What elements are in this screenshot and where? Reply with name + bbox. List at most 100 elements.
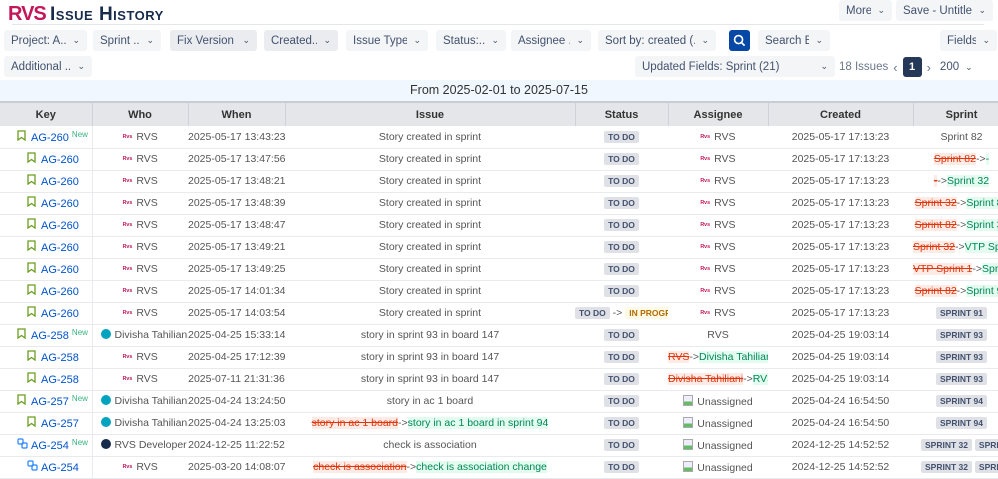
issue-key-link[interactable]: AG-260: [41, 308, 79, 320]
issue-key-link[interactable]: AG-260: [31, 131, 69, 144]
created: 2025-04-25 19:03:14: [768, 368, 913, 391]
more-button[interactable]: More ⌄: [839, 0, 892, 21]
filter-5-dropdown[interactable]: Status:... ⌄: [436, 30, 506, 51]
table-row: AG-260 ᴿᵛˢ RVS 2025-05-17 13:48:39 Story …: [0, 192, 998, 215]
value: RVS: [714, 307, 736, 319]
issue-key-link[interactable]: AG-257: [41, 418, 79, 430]
column-header[interactable]: When: [188, 101, 286, 126]
rvs-avatar-icon: ᴿᵛˢ: [122, 287, 133, 296]
value: Unassigned: [697, 461, 753, 474]
filter-0-dropdown[interactable]: Project: A... ⌄: [4, 30, 87, 51]
bookmark-icon: [27, 152, 36, 164]
old-value: Divisha Tahiliani: [668, 373, 744, 385]
rvs-avatar-icon: ᴿᵛˢ: [122, 199, 133, 208]
value: Sprint 82: [940, 130, 983, 143]
bookmark-icon: [27, 350, 36, 362]
issue-key-link[interactable]: AG-260: [41, 286, 79, 298]
when: 2025-07-11 21:31:36: [188, 368, 285, 391]
filter-7-dropdown[interactable]: Sort by: created (... ⌄: [598, 30, 716, 51]
sprint-badge: SPRINT 32: [921, 461, 972, 473]
new-label: New: [71, 438, 88, 447]
issue-key-link[interactable]: AG-260: [41, 220, 79, 232]
bookmark-icon: [27, 196, 36, 208]
created: 2025-05-17 17:13:23: [768, 170, 913, 193]
column-header[interactable]: Status: [575, 101, 669, 126]
status-badge: TO DO: [604, 417, 639, 429]
issue-key-link[interactable]: AG-260: [41, 154, 79, 166]
column-header[interactable]: Key: [0, 101, 93, 126]
issue-key-link[interactable]: AG-254: [31, 440, 69, 452]
prev-page-icon[interactable]: ‹: [893, 59, 898, 75]
value: RVS: [714, 263, 736, 275]
bookmark-icon: [27, 240, 36, 252]
rvs-avatar-icon: ᴿᵛˢ: [122, 265, 133, 274]
issue-key-link[interactable]: AG-260: [41, 198, 79, 210]
page-size-value: 200: [939, 61, 960, 73]
who: RVS: [136, 307, 158, 319]
sprint-badge: SPRINT 93: [936, 351, 987, 363]
issue-key-link[interactable]: AG-257: [31, 396, 69, 408]
created: 2024-12-25 14:52:52: [768, 456, 913, 479]
who: RVS: [136, 285, 158, 297]
when: 2025-05-17 13:48:47: [188, 214, 285, 237]
issue-key-link[interactable]: AG-254: [41, 462, 79, 474]
new-value: story in ac 1 board in sprint 94: [407, 417, 549, 429]
value: Unassigned: [697, 417, 753, 430]
filter-11-dropdown[interactable]: Updated Fields: Sprint (21) ⌄: [635, 56, 835, 77]
page-size-select[interactable]: 200 ⌄: [936, 61, 977, 73]
status-badge: TO DO: [604, 197, 639, 209]
page-1-button[interactable]: 1: [902, 57, 922, 77]
filter-8-dropdown[interactable]: Search By ⌄: [758, 30, 830, 51]
sprint-badge: SPRINT 91: [936, 307, 987, 319]
issue-key-link[interactable]: AG-260: [41, 242, 79, 254]
old-status: TO DO: [575, 307, 610, 319]
next-page-icon[interactable]: ›: [926, 59, 931, 75]
new-value: VTP Sprint 1: [964, 241, 998, 253]
column-header[interactable]: Assignee: [668, 101, 769, 126]
filter-4-dropdown[interactable]: Issue Type... ⌄: [346, 30, 428, 51]
filter-1-dropdown[interactable]: Sprint ... ⌄: [93, 30, 161, 51]
filter-3-dropdown[interactable]: Created... ⌄: [264, 30, 338, 51]
issue-key-link[interactable]: AG-260: [41, 264, 79, 276]
filter-6-dropdown[interactable]: Assignee ... ⌄: [511, 30, 591, 51]
when: 2025-05-17 14:01:34: [188, 280, 285, 303]
save-button[interactable]: Save - Untitled... ⌄: [896, 0, 993, 21]
issue-key-link[interactable]: AG-258: [41, 374, 79, 386]
table-row: AG-258 New Divisha Tahiliani 2025-04-25 1…: [0, 324, 998, 347]
issue-key-link[interactable]: AG-258: [41, 352, 79, 364]
rvs-avatar-icon: ᴿᵛˢ: [122, 132, 133, 142]
issue-key-link[interactable]: AG-260: [41, 176, 79, 188]
filter-10-dropdown[interactable]: Additional ... ⌄: [4, 56, 92, 77]
who: RVS: [136, 153, 158, 165]
sprint-badge: SPRINT 94: [936, 395, 987, 407]
filter-label: Sprint ...: [100, 34, 141, 47]
issue-key-link[interactable]: AG-258: [31, 330, 69, 342]
who: RVS: [136, 461, 158, 473]
new-value: Sprint 82: [981, 263, 998, 275]
divider: [12, 24, 984, 25]
status-badge: TO DO: [604, 461, 639, 473]
value: Unassigned: [697, 395, 753, 408]
chevron-down-icon: ⌄: [877, 5, 885, 15]
when: 2025-04-24 13:25:03: [188, 412, 285, 435]
rvs-logo: RVS: [8, 3, 47, 25]
filter-label: Status:...: [443, 34, 486, 47]
column-header[interactable]: Who: [92, 101, 189, 126]
search-button[interactable]: [729, 30, 750, 51]
filter-9-dropdown[interactable]: Fields ⌄: [940, 30, 997, 51]
value: Story created in sprint: [378, 197, 482, 209]
column-header[interactable]: Issue: [285, 101, 576, 126]
broken-image-avatar-icon: [683, 438, 694, 450]
filter-label: Fields: [947, 34, 977, 47]
rvs-avatar-icon: ᴿᵛˢ: [700, 155, 711, 164]
column-header[interactable]: Created: [768, 101, 914, 126]
when: 2025-05-17 13:48:39: [188, 192, 285, 215]
value: RVS: [714, 285, 736, 297]
filter-2-dropdown[interactable]: Fix Version ... ⌄: [170, 30, 257, 51]
column-header[interactable]: Sprint: [913, 101, 998, 126]
new-value: -: [985, 153, 990, 165]
bookmark-icon: [17, 130, 26, 142]
rvs-avatar-icon: ᴿᵛˢ: [700, 177, 711, 186]
status-badge: TO DO: [604, 351, 639, 363]
when: 2025-04-24 13:24:50: [188, 390, 285, 413]
